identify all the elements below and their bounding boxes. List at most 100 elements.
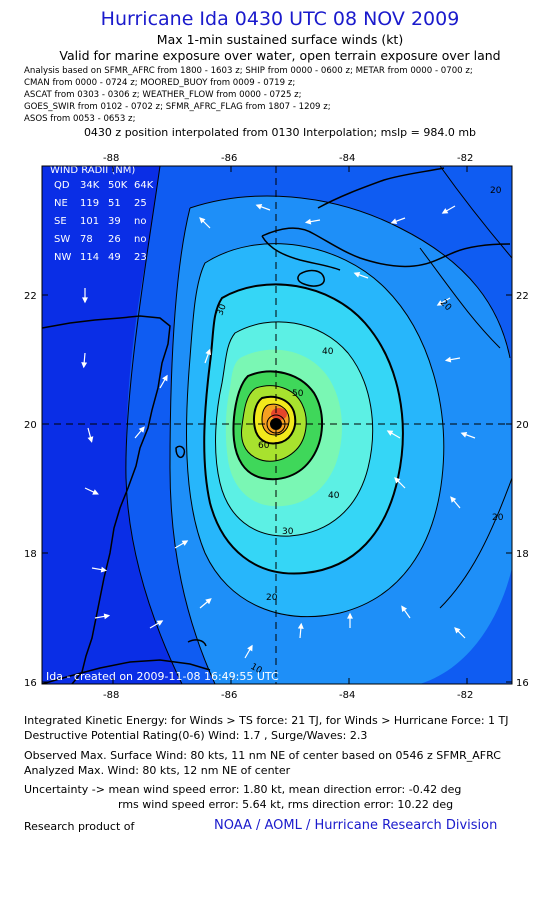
lat-tick-label: 20 xyxy=(24,420,37,431)
lat-tick-label: 22 xyxy=(24,291,37,302)
analysis-sources-line: ASOS from 0053 - 0653 z; xyxy=(24,114,136,124)
wind-arrow xyxy=(159,374,168,389)
contour-30kt xyxy=(185,243,445,617)
wind-arrow xyxy=(87,427,94,443)
wind-radii-value: 78 xyxy=(80,234,93,245)
wind-radii-value: no xyxy=(134,216,146,227)
wind-radii-table: WIND RADII (NM) QD 34K 50K 64K NE 119 51… xyxy=(50,165,154,263)
wind-radii-value: 114 xyxy=(80,252,99,263)
lat-tick-label: 18 xyxy=(24,549,37,560)
uncertainty-line-1: Uncertainty -> mean wind speed error: 1.… xyxy=(24,783,462,796)
lon-tick-label: -82 xyxy=(457,153,473,164)
coastline-honduras xyxy=(42,659,211,684)
contour-70kt xyxy=(261,403,290,436)
noaa-link[interactable]: NOAA / AOML / Hurricane Research Divisio… xyxy=(214,818,498,833)
wind-arrow xyxy=(81,352,88,369)
lon-tick-label: -82 xyxy=(457,690,473,701)
wind-radii-value: 51 xyxy=(108,198,121,209)
wind-vectors xyxy=(81,203,476,659)
wind-radii-value: 23 xyxy=(134,252,147,263)
map-credit: Ida - created on 2009-11-08 16:49:55 UTC xyxy=(46,670,279,683)
wind-arrow xyxy=(134,426,145,439)
contour-label: 20 xyxy=(492,513,504,523)
wind-arrow xyxy=(84,487,99,495)
uncertainty-line-2: rms wind speed error: 5.64 kt, rms direc… xyxy=(118,798,454,811)
wind-arrow xyxy=(199,217,211,229)
coastline-cuba xyxy=(261,227,511,271)
wind-radii-header: QD xyxy=(54,180,70,191)
research-label: Research product of xyxy=(24,820,135,833)
contour-label: 50 xyxy=(292,389,304,399)
contour-label: 20 xyxy=(266,593,278,603)
wind-arrow xyxy=(386,430,401,439)
wind-arrow xyxy=(436,297,451,306)
wind-radii-quadrant: NE xyxy=(54,198,68,209)
wind-arrow xyxy=(204,348,212,364)
wind-arrow xyxy=(390,217,406,225)
lon-tick-label: -86 xyxy=(221,153,237,164)
lat-tick-label: 18 xyxy=(516,549,529,560)
lat-tick-label: 20 xyxy=(516,420,529,431)
wind-arrow xyxy=(444,356,461,363)
interpolation-note: 0430 z position interpolated from 0130 I… xyxy=(83,126,477,139)
wind-radii-header: 50K xyxy=(108,180,128,191)
lon-tick-label: -88 xyxy=(103,153,119,164)
lon-tick-label: -84 xyxy=(339,690,355,701)
wind-arrow xyxy=(401,605,411,619)
contour-labels: 20 20 20 30 30 40 40 50 60 20 10 xyxy=(215,186,503,676)
contour-20kt xyxy=(189,195,511,359)
contour-label: 40 xyxy=(328,491,340,501)
lat-tick-label: 16 xyxy=(516,678,529,689)
axis-ticks xyxy=(42,166,512,684)
wind-core xyxy=(271,408,287,420)
wind-radii-quadrant: SE xyxy=(54,216,67,227)
wind-arrow xyxy=(347,612,353,628)
wind-arrow xyxy=(460,431,476,439)
lon-tick-label: -84 xyxy=(339,153,355,164)
contour-se-20kt xyxy=(439,477,512,609)
contour-ne-10kt xyxy=(439,166,512,259)
contour-34kt xyxy=(203,283,404,575)
contour-lines xyxy=(125,166,512,684)
wind-arrow xyxy=(94,613,111,620)
wind-arrow xyxy=(441,205,456,214)
contour-20kt-south xyxy=(169,207,216,684)
observed-max-wind: Observed Max. Surface Wind: 80 kts, 11 n… xyxy=(24,749,501,762)
map-frame xyxy=(41,165,513,685)
analysis-sources-line: CMAN from 0000 - 0724 z; MOORED_BUOY fro… xyxy=(24,78,296,88)
analysis-sources-line: Analysis based on SFMR_AFRC from 1800 - … xyxy=(24,66,473,76)
wind-radii-value: 101 xyxy=(80,216,99,227)
wind-arrow xyxy=(304,218,321,225)
analysis-sources-line: ASCAT from 0303 - 0306 z; WEATHER_FLOW f… xyxy=(24,90,302,100)
coastline-bay-islands xyxy=(187,639,207,647)
axis-labels: -88 -86 -84 -82 -88 -86 -84 -82 22 20 18… xyxy=(24,153,529,701)
lon-tick-label: -88 xyxy=(103,690,119,701)
wind-arrow xyxy=(454,627,466,639)
subtitle-validity: Valid for marine exposure over water, op… xyxy=(59,48,501,63)
contour-50kt xyxy=(232,370,324,481)
subtitle-winds: Max 1-min sustained surface winds (kt) xyxy=(156,32,404,47)
wind-arrow xyxy=(149,620,164,629)
wind-arrow xyxy=(82,288,88,304)
center-crosshair xyxy=(42,166,512,684)
page-title: Hurricane Ida 0430 UTC 08 NOV 2009 xyxy=(100,8,460,30)
contour-label: 60 xyxy=(258,441,270,451)
lon-tick-label: -86 xyxy=(221,690,237,701)
wind-arrow xyxy=(255,203,271,211)
wind-radii-header: 34K xyxy=(80,180,100,191)
contour-64kt xyxy=(253,395,297,445)
wind-radii-quadrant: NW xyxy=(54,252,71,263)
coastline-cuba-north xyxy=(317,167,445,209)
wind-radii-value: 39 xyxy=(108,216,121,227)
contour-label: 40 xyxy=(322,347,334,357)
wind-arrow xyxy=(353,271,369,279)
wind-arrow xyxy=(244,644,253,659)
wind-field-map: 20 20 20 30 30 40 40 50 60 20 10 WIND RA… xyxy=(24,153,529,701)
wind-arrow xyxy=(394,477,406,489)
wind-radii-value: no xyxy=(134,234,146,245)
wind-radii-title: WIND RADII (NM) xyxy=(50,165,135,176)
wind-arrow xyxy=(199,598,212,609)
wind-arrow xyxy=(297,622,304,639)
wind-radii-header: 64K xyxy=(134,180,154,191)
wind-radii-value: 119 xyxy=(80,198,99,209)
